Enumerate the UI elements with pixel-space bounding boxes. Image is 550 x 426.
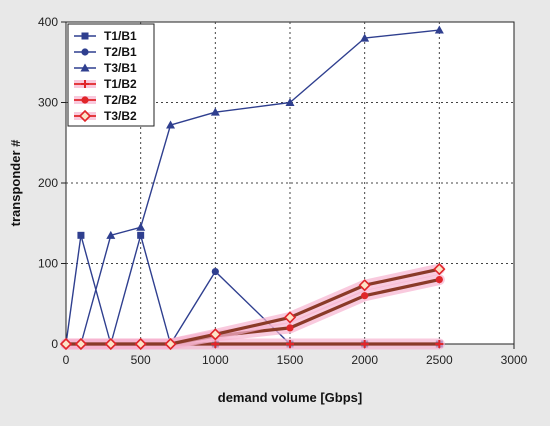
data-point	[210, 107, 220, 116]
legend-marker	[81, 32, 89, 40]
x-tick-label: 1500	[277, 353, 304, 367]
data-point	[434, 25, 444, 34]
legend-label: T3/B1	[104, 61, 137, 75]
x-tick-label: 0	[63, 353, 70, 367]
legend-marker	[81, 80, 89, 88]
legend-item: T1/B1	[74, 29, 137, 43]
y-axis-title: transponder #	[8, 139, 23, 226]
x-tick-label: 3000	[501, 353, 528, 367]
x-axis-title: demand volume [Gbps]	[218, 390, 362, 405]
data-point	[286, 324, 294, 332]
data-point	[104, 337, 117, 351]
x-tick-label: 1000	[202, 353, 229, 367]
legend-marker	[81, 48, 89, 56]
data-point	[59, 337, 73, 351]
data-point	[361, 292, 369, 300]
data-point	[166, 120, 176, 129]
legend-marker	[80, 63, 90, 72]
data-point	[360, 340, 369, 348]
data-point	[134, 337, 147, 351]
data-point	[435, 340, 444, 348]
data-point	[283, 311, 297, 324]
legend-item: T1/B2	[74, 77, 137, 91]
tick-labels: 0 500 1000 1500 2000 2500 3000 0 100 200 300 400	[38, 15, 528, 367]
series-t3-b1	[61, 25, 444, 348]
legend-item: T3/B2	[74, 109, 137, 123]
data-point	[74, 337, 88, 351]
y-tick-label: 200	[38, 176, 58, 190]
data-point	[433, 263, 446, 276]
legend-label: T3/B2	[104, 109, 137, 123]
legend-item: T2/B1	[74, 45, 137, 59]
legend: T1/B1 T2/B1 T3/B1 T1/B2 T2/B2 T3/B2	[67, 23, 155, 127]
data-point	[136, 222, 146, 231]
legend-marker	[81, 96, 89, 104]
data-point	[360, 33, 370, 42]
data-point	[164, 337, 177, 351]
data-point	[211, 267, 219, 276]
legend-label: T1/B1	[104, 29, 137, 43]
y-tick-label: 100	[38, 257, 58, 271]
data-point	[285, 98, 295, 106]
grid	[66, 22, 514, 344]
data-point	[286, 340, 294, 348]
data-point	[77, 231, 85, 239]
x-tick-label: 2000	[351, 353, 378, 367]
y-tick-label: 400	[38, 15, 58, 29]
legend-marker	[78, 109, 92, 123]
y-tick-label: 0	[51, 337, 58, 351]
y-tick-label: 300	[38, 96, 58, 110]
data-point	[137, 231, 145, 239]
x-tick-label: 2500	[426, 353, 453, 367]
legend-item: T3/B1	[74, 61, 137, 75]
legend-label: T1/B2	[104, 77, 137, 91]
data-point	[435, 276, 443, 284]
data-point	[358, 279, 371, 292]
x-tick-label: 500	[131, 353, 151, 367]
data-point	[106, 230, 116, 239]
legend-label: T2/B2	[104, 93, 137, 107]
legend-box	[67, 23, 155, 127]
data-point	[209, 328, 222, 341]
legend-label: T2/B1	[104, 45, 137, 59]
series-group	[59, 25, 446, 351]
legend-item: T2/B2	[74, 93, 137, 107]
series-t3-b2	[59, 263, 446, 351]
